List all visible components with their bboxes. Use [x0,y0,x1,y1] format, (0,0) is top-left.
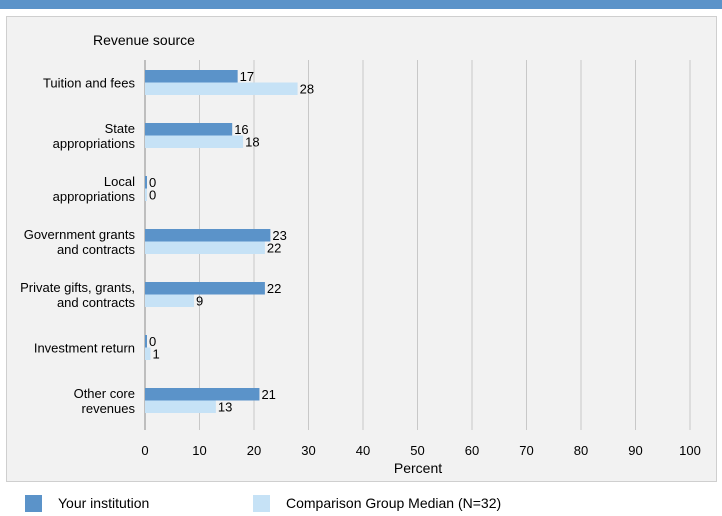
x-tick-label: 70 [519,443,533,458]
data-label: 22 [267,241,281,256]
legend-swatch-comparison-median [253,494,270,512]
x-tick-label: 20 [247,443,261,458]
category-label: Investment return [34,341,135,356]
category-label: appropriations [53,189,136,204]
x-tick-label: 60 [465,443,479,458]
data-label: 1 [152,347,159,362]
bar-your-institution [145,123,233,136]
bar-your-institution [145,388,260,401]
bar-your-institution [145,335,147,348]
x-tick-label: 10 [192,443,206,458]
x-tick-label: 80 [574,443,588,458]
bar-your-institution [145,229,271,242]
data-label: 21 [261,387,275,402]
x-axis-label: Percent [394,460,442,476]
bar-your-institution [145,176,147,189]
data-label: 22 [267,281,281,296]
category-label: Other core [74,386,135,401]
category-label: appropriations [53,136,136,151]
legend-label-comparison-median: Comparison Group Median (N=32) [286,495,502,511]
data-label: 18 [245,135,259,150]
x-tick-label: 30 [301,443,315,458]
bar-comparison-median [145,82,298,95]
chart-panel [6,16,717,482]
data-label: 0 [149,334,156,349]
data-label: 17 [240,69,254,84]
data-label: 9 [196,294,203,309]
legend-label-your-institution: Your institution [58,495,150,511]
category-label: Local [104,174,135,189]
category-label: Private gifts, grants, [20,280,135,295]
category-label: Tuition and fees [43,76,136,91]
chart-title: Revenue source [93,32,195,48]
x-tick-label: 0 [141,443,148,458]
legend-item-your-institution: Your institution [25,490,149,516]
x-tick-label: 50 [410,443,424,458]
data-label: 13 [218,400,232,415]
bar-comparison-median [145,347,151,360]
bar-comparison-median [145,241,265,254]
legend-item-comparison-median: Comparison Group Median (N=32) [253,490,501,516]
data-label: 16 [234,122,248,137]
data-label: 0 [149,188,156,203]
x-tick-label: 100 [679,443,701,458]
data-label: 28 [300,82,314,97]
x-tick-label: 40 [356,443,370,458]
category-label: and contracts [57,242,136,257]
bar-comparison-median [145,294,195,307]
category-label: Government grants [24,227,136,242]
bar-your-institution [145,70,238,83]
data-label: 0 [149,175,156,190]
legend-swatch-your-institution [25,494,42,512]
category-label: and contracts [57,295,136,310]
category-label: State [105,121,135,136]
bar-comparison-median [145,188,147,201]
bar-your-institution [145,282,265,295]
bar-comparison-median [145,400,216,413]
x-tick-label: 90 [628,443,642,458]
top-accent-bar [0,0,722,9]
bars [145,70,298,413]
bar-comparison-median [145,135,244,148]
category-label: revenues [82,401,136,416]
data-label: 23 [272,228,286,243]
